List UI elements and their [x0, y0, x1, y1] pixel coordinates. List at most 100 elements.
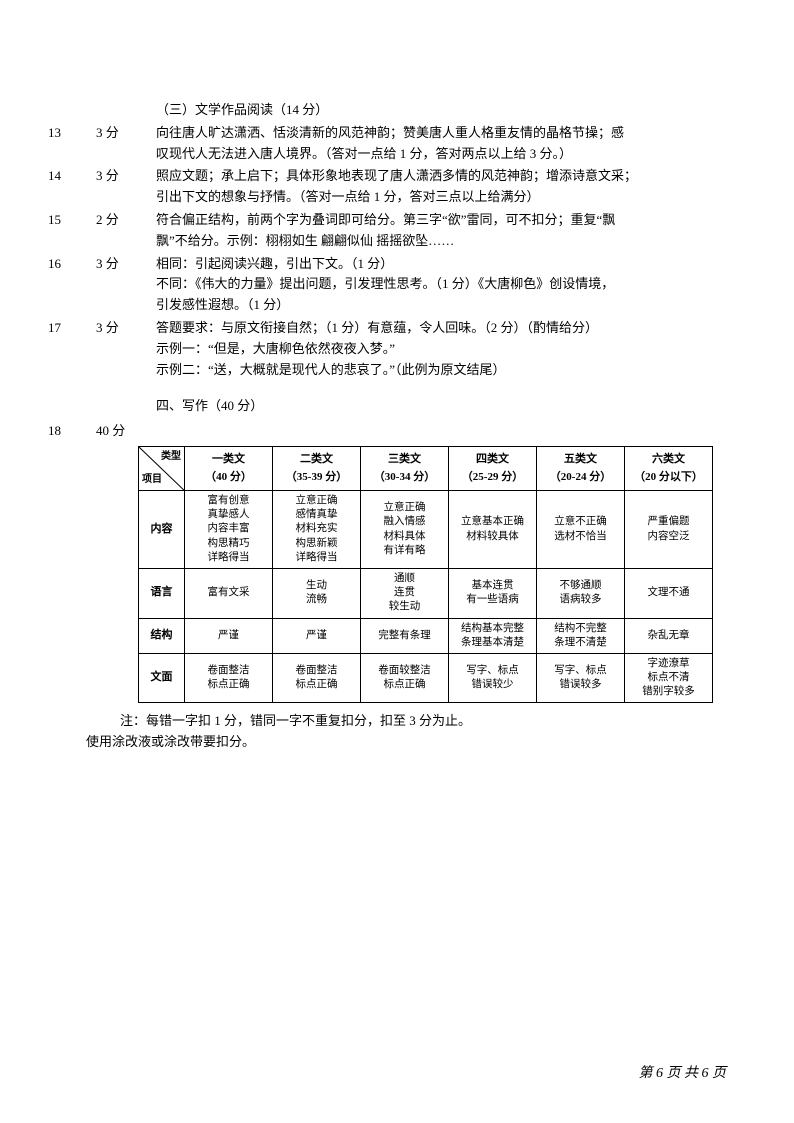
column-range: （20 分以下） [627, 469, 710, 487]
column-range: （40 分） [187, 469, 270, 487]
table-row: 内容富有创意真挚感人内容丰富构思精巧详略得当立意正确感情真挚材料充实构思新颖详略… [139, 491, 713, 569]
question-line: 引出下文的想象与抒情。（答对一点给 1 分，答对三点以上给满分） [156, 187, 746, 208]
cell-text: 立意正确感情真挚材料充实构思新颖详略得当 [277, 494, 356, 565]
question-18-row: 18 40 分 [48, 421, 746, 442]
question-line: 示例二：“送，大概就是现代人的悲哀了。”（此例为原文结尾） [156, 360, 746, 381]
cell-text: 通顺连贯较生动 [365, 572, 444, 615]
cell-text: 卷面较整洁标点正确 [365, 664, 444, 692]
diag-top-label: 类型 [161, 449, 181, 465]
cell-text: 结构基本完整条理基本清楚 [453, 622, 532, 650]
note-line-1: 注：每错一字扣 1 分，错同一字不重复扣分，扣至 3 分为止。 [120, 711, 746, 732]
cell-text: 结构不完整条理不清楚 [541, 622, 620, 650]
table-cell: 立意正确感情真挚材料充实构思新颖详略得当 [273, 491, 361, 569]
question-number: 14 [48, 166, 96, 208]
table-cell: 杂乱无章 [625, 618, 713, 653]
column-header: 六类文（20 分以下） [625, 446, 713, 490]
table-cell: 立意基本正确材料较具体 [449, 491, 537, 569]
table-cell: 字迹潦草标点不清错别字较多 [625, 653, 713, 703]
scoring-table-wrap: 类型 项目 一类文（40 分）二类文（35-39 分）三类文（30-34 分）四… [138, 446, 746, 703]
question-score: 3 分 [96, 166, 156, 208]
column-name: 六类文 [627, 451, 710, 469]
table-cell: 结构基本完整条理基本清楚 [449, 618, 537, 653]
question-line: 向往唐人旷达潇洒、恬淡清新的风范神韵；赞美唐人重人格重友情的晶格节操；感 [156, 123, 746, 144]
question-content: 照应文题；承上启下；具体形象地表现了唐人潇洒多情的风范神韵；增添诗意文采；引出下… [156, 166, 746, 208]
table-cell: 完整有条理 [361, 618, 449, 653]
column-range: （35-39 分） [275, 469, 358, 487]
question-line: 不同：《伟大的力量》提出问题，引发理性思考。（1 分）《大唐柳色》创设情境， [156, 274, 746, 295]
cell-text: 严谨 [277, 629, 356, 643]
question-number: 16 [48, 254, 96, 316]
question-line: 叹现代人无法进入唐人境界。（答对一点给 1 分，答对两点以上给 3 分。） [156, 144, 746, 165]
cell-text: 严重偏题内容空泛 [629, 515, 708, 543]
table-cell: 卷面整洁标点正确 [273, 653, 361, 703]
cell-text: 基本连贯有一些语病 [453, 579, 532, 607]
column-name: 五类文 [539, 451, 622, 469]
question-score: 40 分 [96, 421, 156, 442]
cell-text: 字迹潦草标点不清错别字较多 [629, 657, 708, 700]
note-line-2: 使用涂改液或涂改带要扣分。 [86, 732, 746, 753]
cell-text: 写字、标点错误较少 [453, 664, 532, 692]
table-row: 结构严谨严谨完整有条理结构基本完整条理基本清楚结构不完整条理不清楚杂乱无章 [139, 618, 713, 653]
column-name: 三类文 [363, 451, 446, 469]
table-cell: 写字、标点错误较少 [449, 653, 537, 703]
column-header: 三类文（30-34 分） [361, 446, 449, 490]
table-cell: 严谨 [185, 618, 273, 653]
table-header-row: 类型 项目 一类文（40 分）二类文（35-39 分）三类文（30-34 分）四… [139, 446, 713, 490]
cell-text: 立意不正确选材不恰当 [541, 515, 620, 543]
column-name: 二类文 [275, 451, 358, 469]
table-cell: 富有创意真挚感人内容丰富构思精巧详略得当 [185, 491, 273, 569]
question-number: 15 [48, 210, 96, 252]
column-range: （30-34 分） [363, 469, 446, 487]
table-cell: 立意不正确选材不恰当 [537, 491, 625, 569]
question-line: 符合偏正结构，前两个字为叠词即可给分。第三字“欲”雷同，可不扣分；重复“飘 [156, 210, 746, 231]
question-line: 示例一：“但是，大唐柳色依然夜夜入梦。” [156, 339, 746, 360]
table-row: 语言富有文采生动流畅通顺连贯较生动基本连贯有一些语病不够通顺语病较多文理不通 [139, 569, 713, 619]
column-header: 二类文（35-39 分） [273, 446, 361, 490]
question-line: 答题要求：与原文衔接自然；（1 分）有意蕴，令人回味。（2 分）（酌情给分） [156, 318, 746, 339]
table-cell: 立意正确融入情感材料具体有详有略 [361, 491, 449, 569]
question-content: 向往唐人旷达潇洒、恬淡清新的风范神韵；赞美唐人重人格重友情的晶格节操；感叹现代人… [156, 123, 746, 165]
table-cell: 写字、标点错误较多 [537, 653, 625, 703]
cell-text: 生动流畅 [277, 579, 356, 607]
question-row: 173 分答题要求：与原文衔接自然；（1 分）有意蕴，令人回味。（2 分）（酌情… [48, 318, 746, 380]
cell-text: 富有文采 [189, 586, 268, 600]
row-label: 内容 [139, 491, 185, 569]
row-label: 结构 [139, 618, 185, 653]
question-row: 133 分向往唐人旷达潇洒、恬淡清新的风范神韵；赞美唐人重人格重友情的晶格节操；… [48, 123, 746, 165]
question-line: 相同：引起阅读兴趣，引出下文。（1 分） [156, 254, 746, 275]
table-cell: 基本连贯有一些语病 [449, 569, 537, 619]
question-score: 2 分 [96, 210, 156, 252]
cell-text: 富有创意真挚感人内容丰富构思精巧详略得当 [189, 494, 268, 565]
cell-text: 立意正确融入情感材料具体有详有略 [365, 501, 444, 558]
question-line: 飘”不给分。示例：栩栩如生 翩翩似仙 摇摇欲坠…… [156, 231, 746, 252]
question-number: 18 [48, 421, 96, 442]
diagonal-header-cell: 类型 项目 [139, 446, 185, 490]
table-cell: 卷面较整洁标点正确 [361, 653, 449, 703]
question-content: 答题要求：与原文衔接自然；（1 分）有意蕴，令人回味。（2 分）（酌情给分）示例… [156, 318, 746, 380]
cell-text: 文理不通 [629, 586, 708, 600]
question-number: 17 [48, 318, 96, 380]
cell-text: 卷面整洁标点正确 [189, 664, 268, 692]
question-content: 相同：引起阅读兴趣，引出下文。（1 分）不同：《伟大的力量》提出问题，引发理性思… [156, 254, 746, 316]
section-3-title: （三）文学作品阅读（14 分） [156, 100, 746, 121]
column-header: 四类文（25-29 分） [449, 446, 537, 490]
table-cell: 生动流畅 [273, 569, 361, 619]
table-cell: 结构不完整条理不清楚 [537, 618, 625, 653]
table-row: 文面卷面整洁标点正确卷面整洁标点正确卷面较整洁标点正确写字、标点错误较少写字、标… [139, 653, 713, 703]
page-footer: 第 6 页 共 6 页 [639, 1063, 727, 1085]
question-score: 3 分 [96, 254, 156, 316]
question-row: 152 分符合偏正结构，前两个字为叠词即可给分。第三字“欲”雷同，可不扣分；重复… [48, 210, 746, 252]
column-range: （20-24 分） [539, 469, 622, 487]
cell-text: 不够通顺语病较多 [541, 579, 620, 607]
column-name: 一类文 [187, 451, 270, 469]
cell-text: 严谨 [189, 629, 268, 643]
question-score: 3 分 [96, 318, 156, 380]
diag-bottom-label: 项目 [142, 472, 162, 488]
table-cell: 通顺连贯较生动 [361, 569, 449, 619]
question-row: 143 分照应文题；承上启下；具体形象地表现了唐人潇洒多情的风范神韵；增添诗意文… [48, 166, 746, 208]
table-cell: 不够通顺语病较多 [537, 569, 625, 619]
column-name: 四类文 [451, 451, 534, 469]
cell-text: 写字、标点错误较多 [541, 664, 620, 692]
cell-text: 立意基本正确材料较具体 [453, 515, 532, 543]
question-row: 163 分相同：引起阅读兴趣，引出下文。（1 分）不同：《伟大的力量》提出问题，… [48, 254, 746, 316]
